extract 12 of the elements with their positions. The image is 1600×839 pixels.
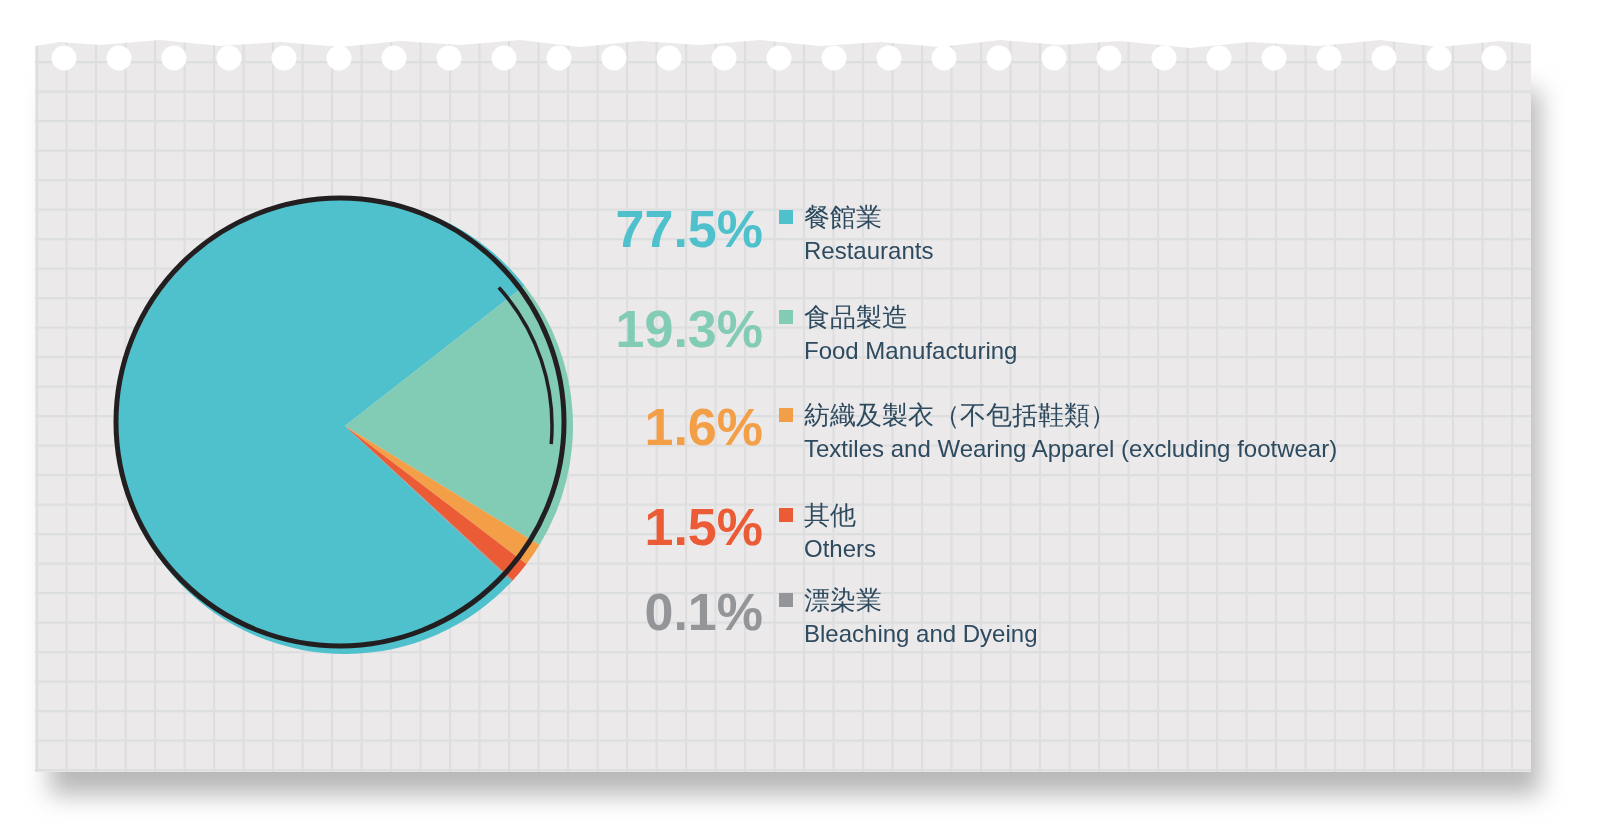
legend-label: 食品製造 Food Manufacturing	[804, 302, 1018, 364]
pie-slice	[345, 426, 540, 564]
legend-label: 餐館業 Restaurants	[804, 202, 934, 264]
data-label: 19.3%	[615, 300, 763, 358]
data-label: 1.5%	[644, 498, 763, 556]
pie-slice	[345, 285, 573, 546]
legend-label: 其他 Others	[804, 500, 877, 562]
legend-label: 漂染業 Bleaching and Dyeing	[804, 585, 1038, 647]
legend-label: 紡織及製衣（不包括鞋類） Textiles and Wearing Apparel (excluding footwear)	[804, 400, 1338, 462]
data-label: 77.5%	[615, 200, 763, 258]
data-label: 1.6%	[644, 398, 763, 456]
data-label: 0.1%	[644, 583, 763, 641]
